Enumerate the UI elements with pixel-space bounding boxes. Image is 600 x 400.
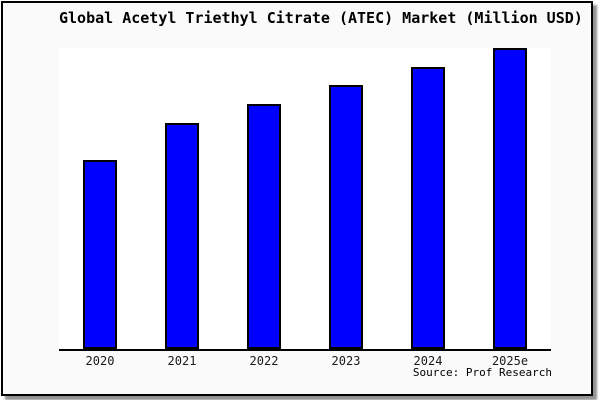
x-tick-label-2022: 2022	[249, 354, 279, 368]
bar-2022	[247, 104, 281, 349]
x-tick-label-2020: 2020	[85, 354, 115, 368]
chart-title: Global Acetyl Triethyl Citrate (ATEC) Ma…	[59, 9, 583, 27]
bar-2020	[83, 160, 117, 349]
source-text: Source: Prof Research	[412, 366, 552, 379]
x-tick-label-2021: 2021	[167, 354, 197, 368]
plot-area	[59, 48, 551, 349]
x-axis-line	[59, 349, 551, 351]
bar-2024	[411, 67, 445, 349]
bar-2021	[165, 123, 199, 349]
x-axis-labels: 2020 2021 2022 2023 2024 2025e	[59, 354, 551, 370]
x-tick-label-2024: 2024	[413, 354, 443, 368]
bar-2025e	[493, 48, 527, 349]
x-tick-label-2023: 2023	[331, 354, 361, 368]
bar-2023	[329, 85, 363, 349]
x-tick-label-2025e: 2025e	[491, 354, 529, 368]
